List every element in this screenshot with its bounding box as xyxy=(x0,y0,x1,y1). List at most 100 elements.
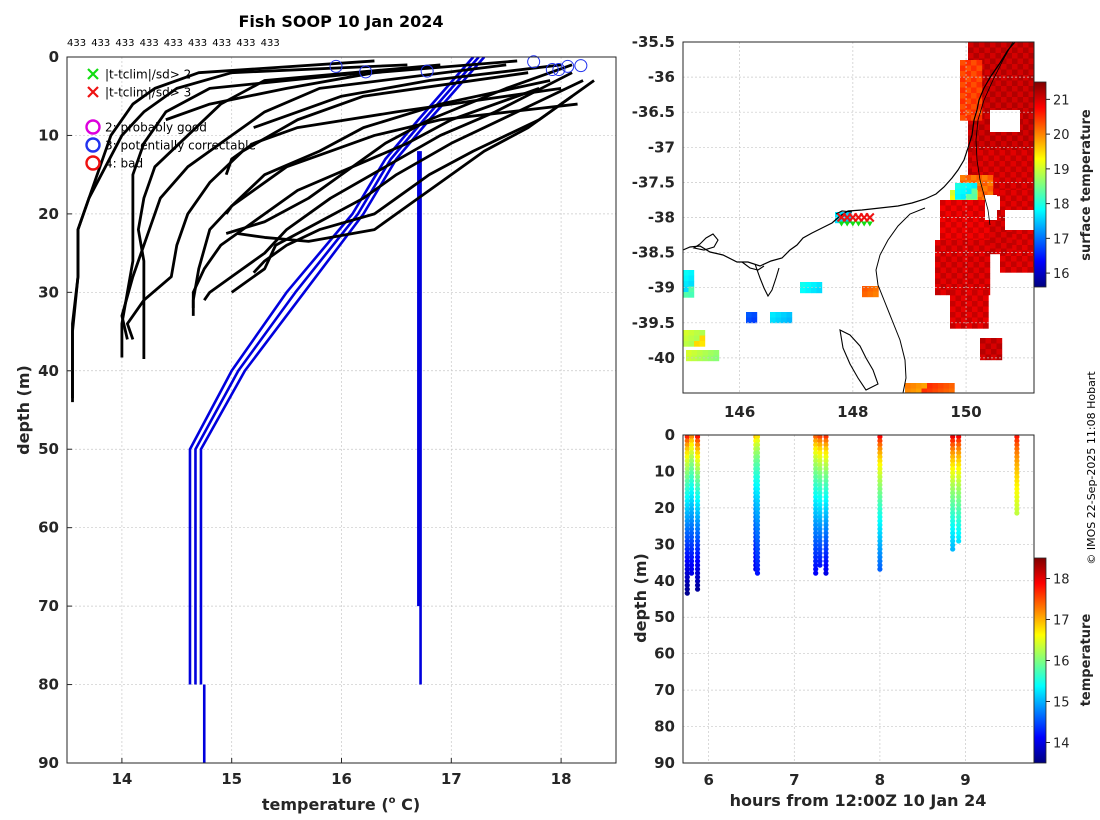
sst-cell xyxy=(962,245,969,252)
temperature-dot xyxy=(956,478,962,484)
sst-cell xyxy=(1006,130,1013,136)
temperature-dot xyxy=(813,438,819,444)
sst-cell xyxy=(965,104,972,110)
temperature-dot xyxy=(823,546,829,552)
sst-cell xyxy=(1023,141,1029,147)
sst-cell xyxy=(1028,58,1034,65)
sst-cell xyxy=(1016,234,1023,240)
temperature-dot xyxy=(950,462,956,468)
sst-cell xyxy=(1028,119,1034,125)
temperature-dot xyxy=(877,478,883,484)
sst-cell xyxy=(980,343,986,350)
latitude-tick-label: -38 xyxy=(648,209,675,227)
profile-line xyxy=(225,63,573,235)
sst-cell xyxy=(702,350,709,356)
sst-cell xyxy=(987,180,994,187)
sst-cell xyxy=(962,267,969,274)
sst-cell xyxy=(955,312,962,318)
temperature-colorbar-label: temperature xyxy=(1079,614,1094,707)
temperature-dot xyxy=(684,478,690,484)
sst-cell xyxy=(968,256,974,263)
sst-cell xyxy=(977,317,984,324)
sst-cell xyxy=(972,317,978,324)
temperature-dot xyxy=(817,510,823,516)
sst-cell xyxy=(1023,75,1029,81)
temperature-dot xyxy=(754,514,761,520)
sst-cell xyxy=(972,306,978,313)
temperature-dot xyxy=(823,534,829,540)
sst-cell xyxy=(1028,53,1034,59)
temperature-dot xyxy=(694,526,701,532)
sst-cell xyxy=(962,240,969,246)
sst-cell xyxy=(1012,86,1018,92)
sst-cell xyxy=(994,150,1000,156)
sst-cell xyxy=(984,141,991,147)
sst-cell xyxy=(965,82,972,88)
sst-cell xyxy=(1006,97,1013,103)
temperature-colorbar-ticks: 14 15 16 17 18 xyxy=(1046,573,1070,752)
sst-cell xyxy=(983,312,989,318)
sst-cell xyxy=(940,200,946,206)
sst-cell xyxy=(927,388,933,393)
temperature-dot xyxy=(817,466,823,472)
sst-cell xyxy=(971,65,977,72)
sst-cell xyxy=(1000,256,1006,262)
sst-cell xyxy=(984,227,990,234)
profile-count-label: 433 xyxy=(164,38,183,49)
temperature-dot xyxy=(688,518,695,524)
temperature-dot xyxy=(956,446,962,452)
sst-cell xyxy=(979,278,985,285)
temperature-dot xyxy=(694,466,701,472)
x-axis-label-superscript: o xyxy=(389,795,396,806)
temperature-dot xyxy=(877,526,883,532)
sst-cell xyxy=(990,141,996,147)
sst-cell xyxy=(996,343,1003,350)
latitude-tick-label: -37.5 xyxy=(632,173,675,191)
temperature-dot xyxy=(817,474,823,480)
sst-cell xyxy=(979,256,985,263)
temperature-dot xyxy=(694,566,701,572)
sst-cell xyxy=(960,76,966,83)
sst-cell xyxy=(976,115,983,121)
depth-time-tick-label: 10 xyxy=(654,462,675,480)
temperature-dot xyxy=(950,542,956,548)
watermark: © IMOS 22-Sep-2025 11:08 Hobart xyxy=(1085,371,1098,565)
sst-cell xyxy=(991,338,997,344)
temperature-dot xyxy=(877,486,883,492)
depth-time-tick-label: 80 xyxy=(654,718,675,736)
temperature-dot xyxy=(877,514,883,520)
x-axis-label-unit: C) xyxy=(396,795,421,814)
temperature-dot xyxy=(823,522,829,528)
temperature-dot xyxy=(694,542,701,548)
sst-cell xyxy=(1023,86,1029,92)
sst-cell xyxy=(994,166,1000,173)
legend-circle-marker xyxy=(85,155,101,171)
temperature-dot xyxy=(1014,470,1020,476)
sst-cell xyxy=(971,71,977,77)
temperature-dot xyxy=(823,562,829,568)
temperature-dot xyxy=(877,458,883,464)
temperature-dot xyxy=(877,542,883,548)
sst-cell xyxy=(935,245,941,252)
sst-cell xyxy=(800,287,806,294)
sst-cell xyxy=(1027,245,1034,251)
sst-cell xyxy=(960,98,966,105)
sst-cell xyxy=(805,287,812,294)
temperature-dot xyxy=(950,470,956,476)
station-marker xyxy=(865,212,875,223)
temperature-dot xyxy=(684,522,690,528)
sst-cell xyxy=(1023,130,1029,136)
legend-label: 3: potentially correctable xyxy=(105,139,256,153)
y-tick-label: 10 xyxy=(38,126,59,144)
temperature-dot xyxy=(956,526,962,532)
sst-cell xyxy=(994,161,1000,167)
sst-cell xyxy=(971,175,977,181)
sst-cell xyxy=(1017,146,1024,153)
sst-cell xyxy=(683,341,689,347)
sst-cell xyxy=(973,233,979,239)
sst-cell xyxy=(1006,64,1013,70)
sst-cell xyxy=(1027,256,1034,262)
sst-cell xyxy=(968,273,974,279)
sst-cell xyxy=(984,97,991,103)
temperature-dot xyxy=(956,514,962,520)
